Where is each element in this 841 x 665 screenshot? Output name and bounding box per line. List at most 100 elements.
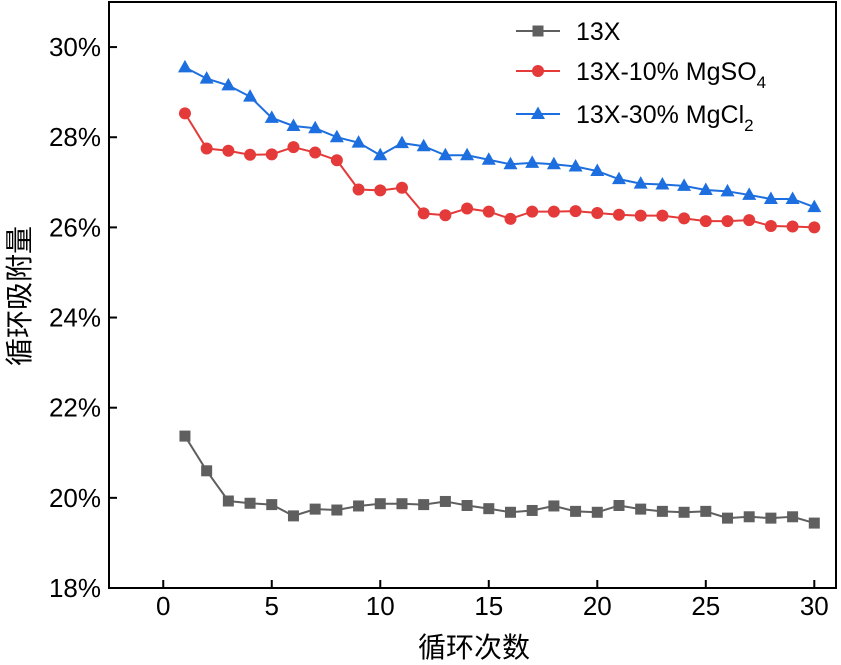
y-tick-label: 20% <box>49 483 101 513</box>
data-point <box>633 176 648 189</box>
y-tick-label: 18% <box>49 573 101 603</box>
x-tick-label: 20 <box>583 591 612 621</box>
data-point <box>678 212 691 225</box>
data-point <box>418 499 430 511</box>
data-point <box>221 77 236 91</box>
data-point <box>201 465 213 477</box>
y-tick-label: 28% <box>49 122 101 152</box>
data-point <box>352 183 365 196</box>
data-point <box>374 498 386 510</box>
data-point <box>547 205 560 218</box>
legend-item: 13X-10% MgSO4 <box>516 58 766 92</box>
data-point <box>763 191 778 204</box>
series-line <box>184 112 815 229</box>
data-point <box>743 214 756 227</box>
legend-label-main: 13X <box>576 18 621 46</box>
data-point <box>807 199 822 213</box>
legend: 13X 13X-10% MgSO4 13X-30% MgCl2 <box>516 18 766 135</box>
data-point <box>526 205 539 218</box>
series-1 <box>178 107 821 234</box>
x-tick-label: 0 <box>156 591 170 621</box>
data-point <box>438 147 453 161</box>
data-point <box>785 191 800 204</box>
data-point <box>786 220 799 233</box>
data-point <box>569 205 582 218</box>
legend-label-subscript: 2 <box>744 116 753 135</box>
data-point <box>526 504 538 516</box>
y-tick-label: 24% <box>49 303 101 333</box>
y-tick-label: 26% <box>49 212 101 242</box>
data-point <box>179 430 191 442</box>
x-tick-label: 15 <box>474 591 503 621</box>
legend-label-main: 13X-10% MgSO <box>576 58 757 86</box>
data-point <box>656 505 668 517</box>
data-point <box>483 503 495 515</box>
data-point <box>439 209 452 222</box>
data-point <box>698 182 713 195</box>
data-point <box>787 511 799 523</box>
legend-item: 13X <box>516 18 621 46</box>
legend-marker <box>532 65 544 77</box>
data-point <box>808 517 820 529</box>
legend-label: 13X-30% MgCl2 <box>576 101 754 135</box>
y-tick-label: 30% <box>49 32 101 62</box>
data-point <box>287 141 300 154</box>
series-layer <box>177 59 822 529</box>
data-point <box>568 159 583 172</box>
data-point <box>721 215 734 228</box>
data-point <box>460 147 475 161</box>
data-point <box>504 212 517 225</box>
data-point <box>417 207 430 220</box>
series-2 <box>177 59 822 213</box>
data-point <box>331 504 343 516</box>
data-point <box>808 221 821 234</box>
data-point <box>655 177 670 190</box>
data-point <box>765 512 777 524</box>
data-point <box>308 120 323 134</box>
data-point <box>764 220 777 233</box>
legend-label: 13X-10% MgSO4 <box>576 58 766 92</box>
data-point <box>330 154 343 167</box>
data-point <box>742 187 757 200</box>
data-point <box>481 152 496 165</box>
data-point <box>461 500 473 512</box>
data-point <box>439 495 451 507</box>
data-point <box>222 495 234 507</box>
data-point <box>720 183 735 197</box>
data-point <box>613 500 625 512</box>
legend-item: 13X-30% MgCl2 <box>516 101 754 135</box>
data-point <box>309 146 322 159</box>
series-line <box>184 66 815 209</box>
x-tick-label: 25 <box>691 591 720 621</box>
data-point <box>286 118 301 131</box>
data-point <box>546 156 561 170</box>
x-axis-title: 循环次数 <box>418 631 530 664</box>
data-point <box>266 499 278 511</box>
data-point <box>590 163 605 177</box>
data-point <box>309 503 321 515</box>
data-point <box>677 178 692 191</box>
data-point <box>287 510 299 522</box>
data-point <box>199 71 214 84</box>
y-tick-label: 22% <box>49 393 101 423</box>
series-line <box>184 435 815 525</box>
legend-marker <box>531 106 545 119</box>
y-axis-title: 循环吸附量 <box>3 226 36 366</box>
data-point <box>591 206 604 219</box>
data-point <box>394 135 409 149</box>
data-point <box>351 135 366 148</box>
series-0 <box>179 430 820 529</box>
data-point <box>222 144 235 157</box>
data-point <box>243 89 258 102</box>
data-point <box>329 129 344 143</box>
data-point <box>461 202 474 215</box>
data-point <box>612 208 625 221</box>
data-point <box>503 156 518 170</box>
data-point <box>178 107 191 120</box>
data-point <box>244 497 256 509</box>
data-point <box>504 506 516 518</box>
x-tick-label: 30 <box>800 591 829 621</box>
data-point <box>200 142 213 155</box>
data-point <box>635 503 647 515</box>
